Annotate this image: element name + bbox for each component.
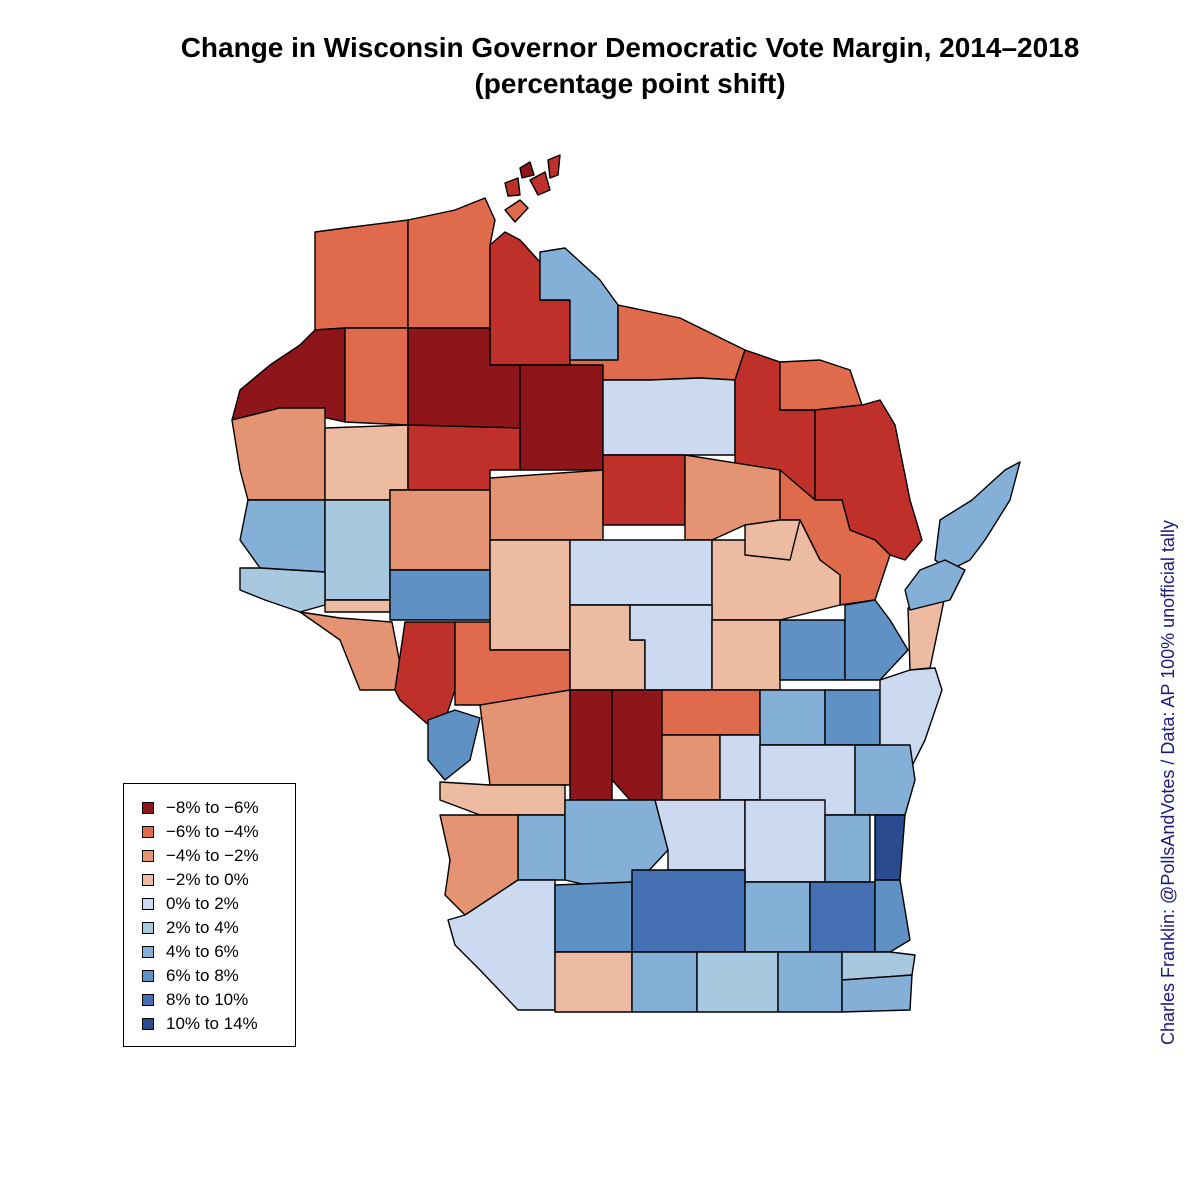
county-calumet: [824, 689, 881, 746]
legend-item: −2% to 0%: [142, 869, 249, 891]
county-marathon: [569, 539, 713, 606]
county-menominee: [744, 519, 801, 561]
county-polk: [231, 407, 326, 501]
county-milwaukee: [874, 879, 911, 953]
legend-swatch: [142, 994, 154, 1006]
county-ozaukee: [874, 814, 906, 881]
county-sheboygan: [854, 744, 916, 816]
county-eauclaire: [389, 569, 491, 621]
legend-label: −6% to −4%: [166, 822, 259, 841]
county-walworth: [777, 951, 843, 1013]
title-line-2: (percentage point shift): [474, 68, 786, 99]
county-waupaca: [711, 619, 781, 691]
county-island5: [519, 161, 535, 179]
legend-label: 2% to 4%: [166, 918, 239, 937]
legend-item: −4% to −2%: [142, 845, 259, 867]
county-lafayette: [554, 951, 633, 1013]
county-island2: [529, 171, 551, 196]
county-rock: [696, 951, 779, 1013]
legend-swatch: [142, 1018, 154, 1030]
legend-label: 0% to 2%: [166, 894, 239, 913]
county-marquette: [661, 734, 721, 801]
county-douglas: [314, 219, 409, 331]
county-green: [631, 951, 698, 1013]
map-legend: −8% to −6% −6% to −4% −4% to −2% −2% to 0% 0…: [123, 783, 296, 1047]
county-island3: [504, 177, 521, 197]
legend-item: −8% to −6%: [142, 797, 259, 819]
legend-swatch: [142, 874, 154, 886]
county-layer: [231, 154, 1021, 1013]
county-washburn: [344, 327, 409, 426]
source-credit: Charles Franklin: @PollsAndVotes / Data:…: [1158, 520, 1178, 1045]
county-barron: [324, 424, 409, 501]
legend-item: 2% to 4%: [142, 917, 239, 939]
county-iowa: [554, 881, 633, 953]
legend-swatch: [142, 850, 154, 862]
legend-label: 8% to 10%: [166, 990, 249, 1009]
county-dodge: [744, 799, 826, 883]
legend-label: −2% to 0%: [166, 870, 249, 889]
county-chippewa: [389, 489, 491, 571]
legend-item: 10% to 14%: [142, 1013, 258, 1035]
county-greenlake: [719, 734, 761, 801]
county-lincoln: [602, 454, 686, 526]
county-clark: [489, 539, 571, 651]
county-pepin: [324, 599, 391, 613]
county-dane: [631, 869, 746, 953]
county-door: [934, 461, 1021, 571]
legend-item: 6% to 8%: [142, 965, 239, 987]
legend-swatch: [142, 826, 154, 838]
county-adams: [611, 689, 663, 801]
county-jefferson: [744, 881, 811, 953]
legend-item: 0% to 2%: [142, 893, 239, 915]
county-waukesha: [809, 881, 876, 953]
county-kenosha: [841, 974, 913, 1013]
county-stcroix: [239, 499, 326, 573]
county-oneida: [602, 377, 736, 456]
county-bayfield: [407, 197, 496, 329]
county-columbia: [654, 799, 746, 871]
map-title: Change in Wisconsin Governor Democratic …: [150, 30, 1110, 102]
legend-swatch: [142, 898, 154, 910]
county-brown: [844, 599, 909, 681]
county-winnebago: [759, 689, 826, 746]
county-florence: [779, 359, 863, 411]
county-buffalo: [299, 611, 406, 691]
legend-swatch: [142, 970, 154, 982]
county-juneau: [569, 689, 613, 801]
county-waushara: [661, 689, 761, 736]
title-line-1: Change in Wisconsin Governor Democratic …: [180, 32, 1080, 63]
legend-item: −6% to −4%: [142, 821, 259, 843]
county-taylor: [489, 469, 604, 541]
county-washington: [824, 814, 871, 883]
legend-swatch: [142, 802, 154, 814]
legend-label: −4% to −2%: [166, 846, 259, 865]
county-dunn: [324, 499, 391, 601]
legend-swatch: [142, 922, 154, 934]
county-doorlow: [904, 559, 966, 611]
county-price: [519, 364, 604, 471]
legend-label: 6% to 8%: [166, 966, 239, 985]
county-racine: [841, 951, 916, 981]
county-lacrosse: [427, 709, 481, 781]
legend-item: 4% to 6%: [142, 941, 239, 963]
legend-label: 4% to 6%: [166, 942, 239, 961]
county-monroe: [479, 689, 571, 786]
legend-swatch: [142, 946, 154, 958]
legend-item: 8% to 10%: [142, 989, 248, 1011]
legend-label: −8% to −6%: [166, 798, 259, 817]
county-island1: [504, 199, 529, 223]
county-richland: [517, 814, 566, 881]
county-island4: [547, 154, 561, 179]
legend-label: 10% to 14%: [166, 1014, 258, 1033]
county-outagamie: [779, 619, 846, 681]
county-vernon: [439, 781, 566, 816]
county-pierce: [239, 567, 326, 613]
